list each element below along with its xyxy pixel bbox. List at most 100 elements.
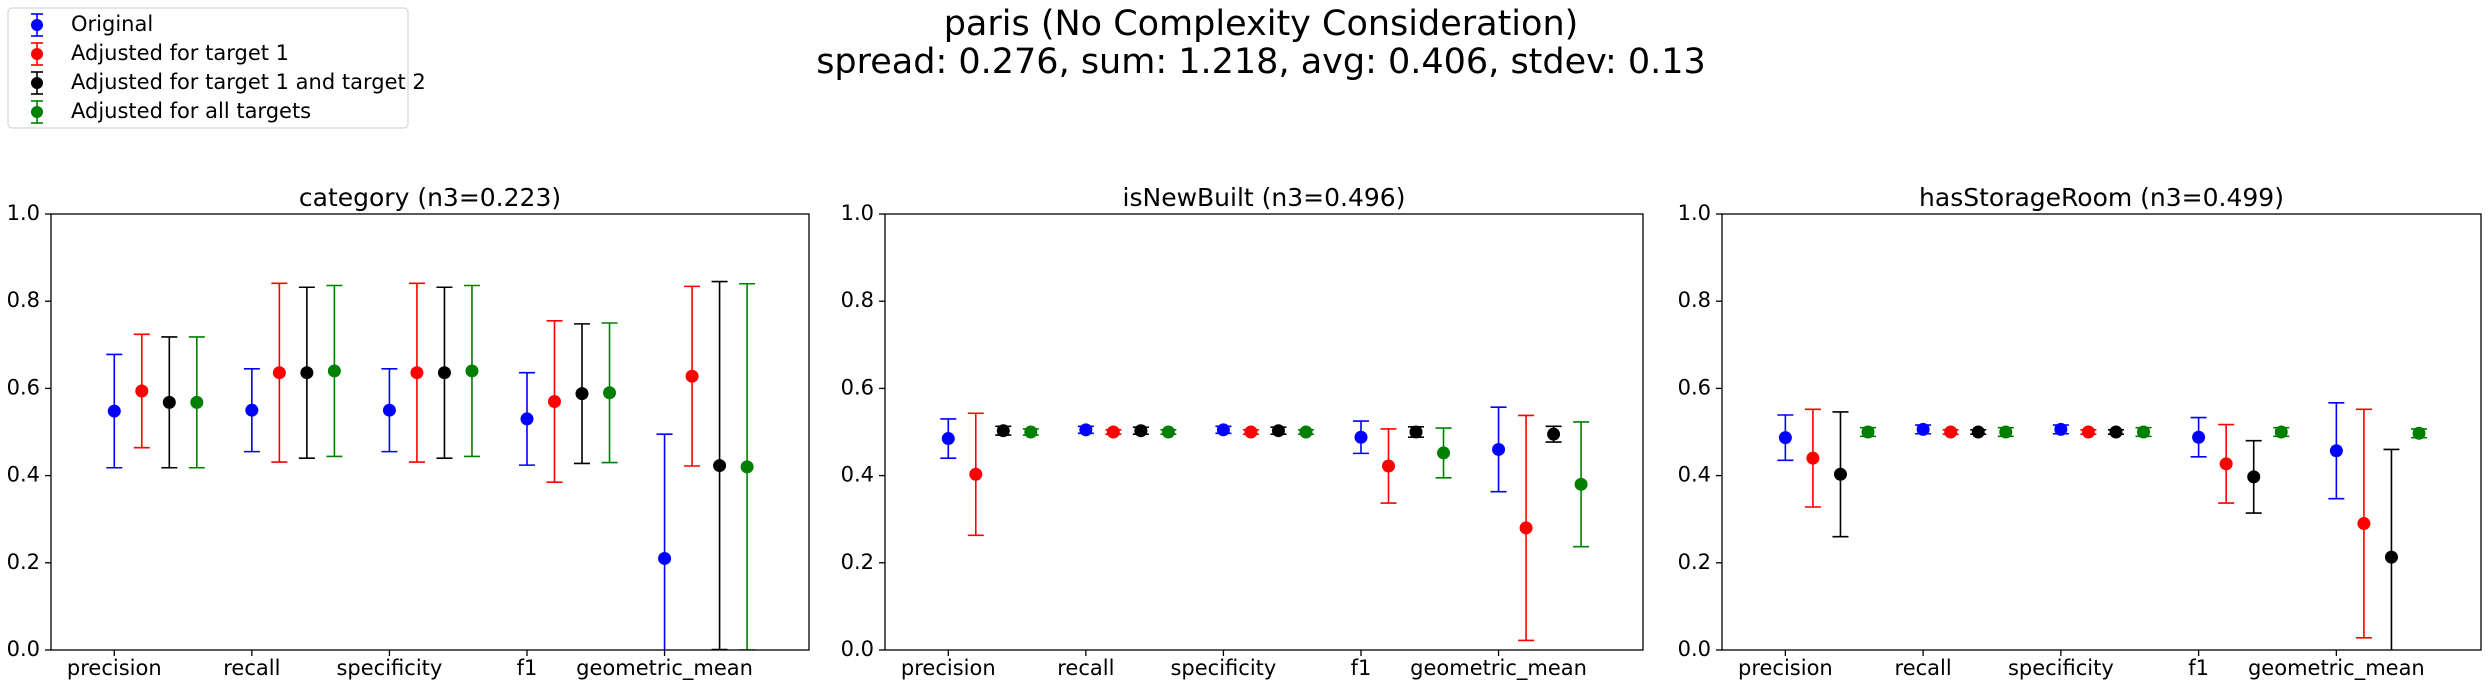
axes-frame <box>50 213 810 651</box>
y-tick-label: 0.8 <box>7 288 40 312</box>
point <box>272 366 286 380</box>
point <box>603 386 617 400</box>
y-tick-label: 0.4 <box>1678 463 1711 487</box>
y-tick-label: 0.0 <box>1678 637 1711 661</box>
point <box>1354 430 1368 444</box>
point <box>1381 459 1395 473</box>
point <box>941 432 955 446</box>
point <box>465 364 479 378</box>
point <box>1778 431 1792 445</box>
point <box>1547 427 1561 441</box>
point <box>1861 425 1875 439</box>
point <box>162 395 176 409</box>
plot-area <box>106 280 756 650</box>
y-tick-label: 0.2 <box>7 550 40 574</box>
point <box>658 551 672 565</box>
x-tick-label: geometric_mean <box>1410 656 1587 681</box>
point <box>1271 424 1285 438</box>
point <box>245 403 259 417</box>
plot-area <box>1777 401 2428 650</box>
point <box>1944 425 1958 439</box>
point <box>327 364 341 378</box>
x-tick-label: geometric_mean <box>576 656 753 681</box>
point <box>2081 425 2095 439</box>
point <box>996 424 1010 438</box>
point <box>1971 425 1985 439</box>
point <box>1833 467 1847 481</box>
y-tick-label: 0.4 <box>7 463 40 487</box>
panel-title: hasStorageRoom (n3=0.499) <box>1919 183 2284 212</box>
y-tick-label: 0.0 <box>841 637 874 661</box>
point <box>1244 425 1258 439</box>
legend-label: Adjusted for target 1 <box>71 41 289 65</box>
point <box>2412 426 2426 440</box>
point <box>685 369 699 383</box>
point <box>2137 425 2151 439</box>
y-tick-label: 0.8 <box>1678 288 1711 312</box>
point <box>2054 422 2068 436</box>
point <box>1806 451 1820 465</box>
point <box>2109 425 2123 439</box>
point <box>1134 424 1148 438</box>
x-tick-label: specificity <box>1170 656 1276 680</box>
y-tick-label: 1.0 <box>841 201 874 225</box>
point <box>2329 444 2343 458</box>
x-tick-label: geometric_mean <box>2248 656 2425 681</box>
axes-frame <box>884 213 1644 651</box>
point <box>1299 425 1313 439</box>
x-tick-label: recall <box>1895 656 1952 680</box>
legend-marker <box>31 48 43 60</box>
point <box>1106 425 1120 439</box>
figure-subtitle: spread: 0.276, sum: 1.218, avg: 0.406, s… <box>816 42 1706 82</box>
legend-label: Adjusted for all targets <box>71 99 311 123</box>
point <box>1916 422 1930 436</box>
legend-label: Adjusted for target 1 and target 2 <box>71 70 426 94</box>
point <box>135 384 149 398</box>
point <box>2247 470 2261 484</box>
y-tick-label: 1.0 <box>7 201 40 225</box>
point <box>1079 423 1093 437</box>
plot-area <box>940 406 1590 642</box>
legend-box <box>7 7 409 129</box>
x-tick-label: specificity <box>336 656 442 680</box>
point <box>520 412 534 426</box>
point <box>107 404 121 418</box>
point <box>1161 425 1175 439</box>
point <box>2219 457 2233 471</box>
y-tick-label: 0.4 <box>841 463 874 487</box>
legend-marker <box>31 77 43 89</box>
x-tick-label: f1 <box>517 656 538 680</box>
point <box>382 403 396 417</box>
point <box>547 394 561 408</box>
point <box>2192 430 2206 444</box>
panel-title: isNewBuilt (n3=0.496) <box>1123 183 1406 212</box>
legend-label: Original <box>71 12 153 36</box>
point <box>1574 477 1588 491</box>
point <box>1519 521 1533 535</box>
y-tick-label: 0.6 <box>841 375 874 399</box>
point <box>1437 446 1451 460</box>
y-tick-label: 0.2 <box>841 550 874 574</box>
y-tick-label: 0.6 <box>7 375 40 399</box>
y-tick-label: 0.2 <box>1678 550 1711 574</box>
x-tick-label: recall <box>223 656 280 680</box>
x-tick-label: specificity <box>2008 656 2114 680</box>
point <box>2357 517 2371 531</box>
point <box>575 387 589 401</box>
y-tick-label: 0.8 <box>841 288 874 312</box>
point <box>1216 423 1230 437</box>
point <box>1492 442 1506 456</box>
point <box>740 460 754 474</box>
axes-frame <box>1721 213 2482 651</box>
legend-marker <box>31 106 43 118</box>
point <box>1409 425 1423 439</box>
point <box>190 395 204 409</box>
point <box>969 467 983 481</box>
x-tick-label: recall <box>1057 656 1114 680</box>
y-tick-label: 1.0 <box>1678 201 1711 225</box>
x-tick-label: precision <box>67 656 162 680</box>
point <box>1999 425 2013 439</box>
point <box>2274 425 2288 439</box>
y-tick-label: 0.6 <box>1678 375 1711 399</box>
